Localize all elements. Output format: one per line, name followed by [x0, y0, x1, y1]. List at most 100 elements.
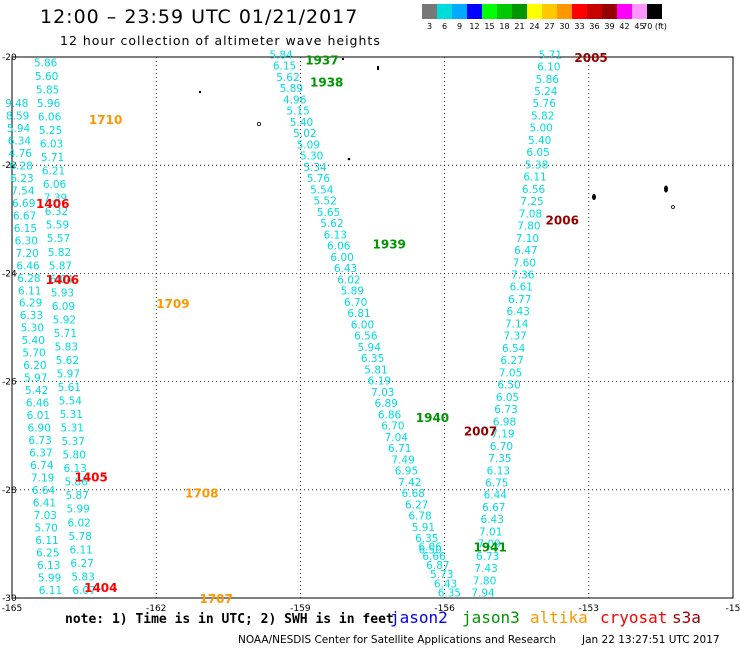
swh-value: 5.30 — [300, 151, 323, 163]
legend-bin: 15 — [482, 4, 497, 31]
swh-value: 5.86 — [65, 477, 89, 489]
swh-value: 6.20 — [23, 360, 46, 372]
satellite-name: cryosat — [600, 608, 668, 627]
swh-value: 4.76 — [9, 148, 33, 160]
legend-swatch — [437, 4, 452, 19]
swh-value: 6.78 — [408, 511, 431, 523]
swh-value: 5.87 — [66, 490, 89, 502]
swh-value: 5.81 — [364, 364, 387, 376]
swh-value: 7.01 — [479, 526, 502, 538]
legend-label: 3 — [426, 22, 433, 31]
swh-value: 5.94 — [7, 123, 31, 135]
swh-value: 6.56 — [522, 184, 546, 196]
pass-label: 1707 — [199, 592, 232, 606]
swh-value: 6.05 — [496, 392, 519, 404]
swh-value: 5.97 — [57, 368, 80, 380]
swh-value: 6.02 — [67, 517, 90, 529]
swh-value: 7.60 — [513, 257, 536, 269]
swh-value: 6.37 — [29, 448, 52, 460]
legend-label: 36 — [589, 22, 600, 31]
swh-value: 6.35 — [415, 533, 438, 545]
legend-bin: 27 — [542, 4, 557, 31]
swh-value: 5.76 — [533, 98, 557, 110]
legend-bin: 45 — [632, 4, 647, 31]
swh-value: 7.09 — [477, 539, 500, 551]
legend-label: 6 — [441, 22, 448, 31]
swh-value: 6.11 — [35, 535, 58, 547]
x-tick-label: -15 — [726, 604, 740, 614]
pass-labels: 1937 1938 1939 1940 1941 1710 1709 1708 1707 1406… — [36, 51, 608, 606]
color-legend: 3 6 9 12 15 18 21 24 27 30 33 36 39 42 45 70 (ft) — [422, 4, 667, 31]
pass-label: 2005 — [574, 51, 607, 65]
legend-bin: 18 — [497, 4, 512, 31]
swh-value: 6.27 — [405, 499, 428, 511]
island-marker — [671, 205, 675, 209]
swh-value: 5.42 — [25, 385, 48, 397]
legend-bin: 9 — [452, 4, 467, 31]
swh-value: 7.14 — [505, 318, 529, 330]
swh-value: 7.36 — [511, 270, 535, 282]
swh-value: 5.86 — [34, 57, 58, 69]
legend-label: 12 — [469, 22, 480, 31]
legend-swatch — [452, 4, 467, 19]
swh-value: 6.35 — [438, 588, 461, 600]
legend-label: 39 — [604, 22, 615, 31]
swh-value: 6.05 — [526, 147, 549, 159]
swh-value: 6.54 — [502, 343, 526, 355]
x-tick-label: -156 — [434, 604, 455, 614]
pass-label: 1937 — [305, 54, 338, 68]
legend-label: 45 — [634, 22, 645, 31]
swh-value: 6.43 — [507, 306, 530, 318]
swh-value: 5.31 — [60, 409, 83, 421]
swh-value: 5.62 — [56, 355, 79, 367]
swh-value: 6.11 — [69, 544, 92, 556]
legend-bin: 12 — [467, 4, 482, 31]
swh-value: 6.06 — [418, 542, 442, 554]
swh-value: 5.87 — [49, 260, 72, 272]
legend-label: 18 — [499, 22, 510, 31]
swh-value: 6.02 — [337, 274, 360, 286]
swh-value: 7.08 — [519, 208, 542, 220]
swh-value: 6.70 — [344, 297, 367, 309]
swh-value: 5.09 — [297, 139, 320, 151]
legend-swatch — [542, 4, 557, 19]
legend-bin: 70 (ft) — [642, 4, 667, 31]
island-marker — [256, 122, 261, 127]
swh-value: 5.78 — [68, 531, 91, 543]
swh-value: 5.62 — [320, 218, 343, 230]
legend-swatch — [512, 4, 527, 19]
swh-value: 5.84 — [269, 49, 293, 61]
swh-value: 6.00 — [330, 252, 353, 264]
credit-text: NOAA/NESDIS Center for Satellite Applica… — [238, 634, 556, 646]
legend-bin: 3 — [422, 4, 437, 31]
swh-value: 6.90 — [28, 423, 51, 435]
swh-value: 5.40 — [528, 135, 551, 147]
swh-value: 6.50 — [418, 544, 441, 556]
swh-value: 6.67 — [13, 210, 36, 222]
legend-swatch — [647, 4, 662, 19]
swh-value: 6.13 — [37, 560, 60, 572]
y-tick-label: -28 — [2, 486, 17, 496]
swh-value: 7.03 — [34, 510, 57, 522]
swh-value: 6.28 — [17, 273, 40, 285]
swh-value: 6.33 — [20, 310, 43, 322]
legend-unit: (ft) — [652, 22, 667, 31]
swh-value: 6.87 — [426, 560, 449, 572]
legend-swatch — [482, 4, 497, 19]
page-subtitle: 12 hour collection of altimeter wave hei… — [60, 33, 381, 48]
x-tick-label: -165 — [2, 604, 22, 614]
island-marker — [592, 194, 596, 200]
x-tick-label: -162 — [146, 604, 166, 614]
satellite-name: s3a — [672, 608, 701, 627]
swh-value: 5.34 — [303, 162, 327, 174]
plot-frame — [11, 56, 734, 599]
swh-value: 5.89 — [280, 83, 303, 95]
y-tick-label: -20 — [2, 53, 17, 63]
legend-swatch — [632, 4, 647, 19]
generated-timestamp: Jan 22 13:27:51 UTC 2017 — [582, 634, 720, 646]
swh-value: 6.15 — [273, 61, 296, 73]
swh-value: 6.00 — [351, 319, 374, 331]
swh-value: 5.24 — [534, 86, 558, 98]
swh-value: 7.05 — [499, 367, 522, 379]
legend-swatch — [497, 4, 512, 19]
